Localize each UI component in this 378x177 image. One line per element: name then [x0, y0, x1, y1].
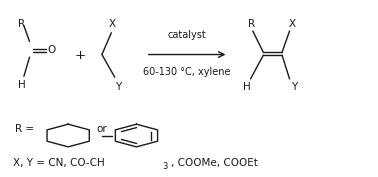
Text: 60-130 °C, xylene: 60-130 °C, xylene: [143, 67, 231, 77]
Text: catalyst: catalyst: [168, 30, 206, 40]
Text: 3: 3: [163, 162, 168, 170]
Text: X, Y = CN, CO-CH: X, Y = CN, CO-CH: [12, 158, 104, 168]
Text: Y: Y: [291, 82, 297, 92]
Text: R: R: [19, 19, 26, 29]
Text: +: +: [75, 49, 86, 62]
Text: R: R: [248, 19, 256, 29]
Text: H: H: [243, 82, 251, 92]
Text: X: X: [289, 19, 296, 29]
Text: R =: R =: [14, 124, 34, 135]
Text: , COOMe, COOEt: , COOMe, COOEt: [171, 158, 258, 168]
Text: O: O: [47, 45, 56, 55]
Text: X: X: [108, 19, 116, 29]
Text: H: H: [18, 80, 26, 90]
Text: or: or: [96, 124, 107, 135]
Text: Y: Y: [115, 82, 121, 92]
